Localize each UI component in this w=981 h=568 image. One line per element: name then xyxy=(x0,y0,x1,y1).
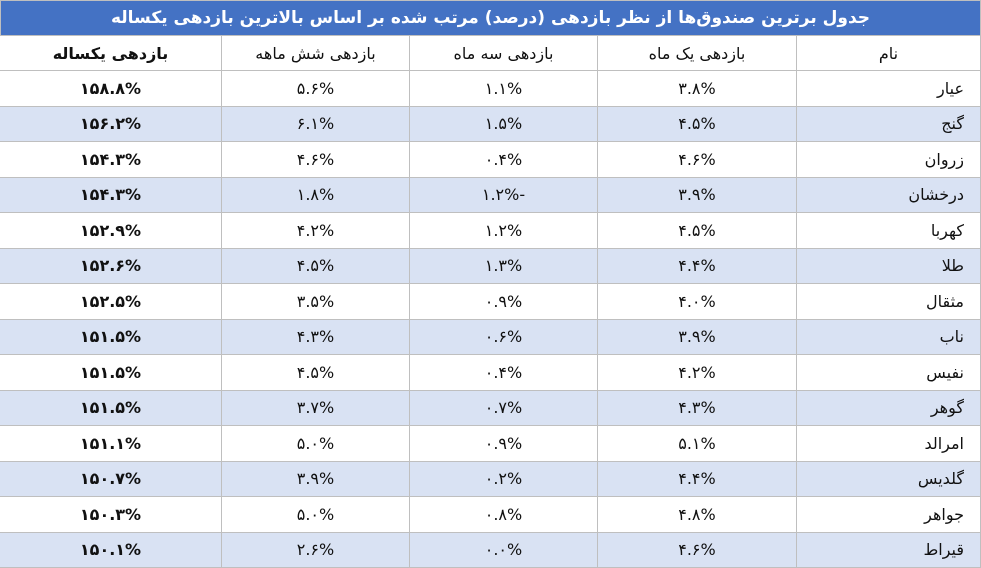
return-cell: ۳.۸% xyxy=(597,70,797,107)
return-cell: ۳.۹% xyxy=(597,318,797,355)
return-cell: ۰.۲% xyxy=(409,460,598,497)
header-cell: بازدهی یک ماه xyxy=(597,35,797,71)
return-cell: ۱.۵% xyxy=(409,105,598,142)
return-cell: ۱۵۱.۵% xyxy=(0,354,222,391)
return-cell: ۳.۹% xyxy=(221,460,410,497)
fund-name: گلدیس xyxy=(796,460,981,497)
fund-name: کهربا xyxy=(796,212,981,249)
return-cell: ۱۵۴.۳% xyxy=(0,141,222,178)
return-cell: ۴.۸% xyxy=(597,496,797,533)
return-cell: ۳.۷% xyxy=(221,389,410,426)
return-cell: ۱۵۰.۷% xyxy=(0,460,222,497)
returns-table: نام بازدهی یک ماه بازدهی سه ماه بازدهی شش م… xyxy=(0,35,981,568)
return-cell: ۴.۰% xyxy=(597,283,797,320)
table-row: عیار ۳.۸% ۱.۱% ۵.۶% ۱۵۸.۸% xyxy=(0,70,981,107)
table-row: گنج ۴.۵% ۱.۵% ۶.۱% ۱۵۶.۲% xyxy=(0,105,981,142)
fund-name: طلا xyxy=(796,247,981,284)
return-cell: ۴.۵% xyxy=(221,354,410,391)
header-cell: بازدهی یکساله xyxy=(0,35,222,71)
return-cell: ۴.۴% xyxy=(597,460,797,497)
return-cell: ۱۵۲.۹% xyxy=(0,212,222,249)
return-cell: ۱۵۴.۳% xyxy=(0,176,222,213)
return-cell: ۴.۳% xyxy=(221,318,410,355)
fund-name: گوهر xyxy=(796,389,981,426)
fund-name: عیار xyxy=(796,70,981,107)
return-cell: ۱.۱% xyxy=(409,70,598,107)
return-cell: ۴.۳% xyxy=(597,389,797,426)
header-cell: نام xyxy=(796,35,981,71)
return-cell: ۲.۶% xyxy=(221,531,410,568)
return-cell: ۵.۱% xyxy=(597,425,797,462)
return-cell: ۱۵۱.۵% xyxy=(0,318,222,355)
header-row: نام بازدهی یک ماه بازدهی سه ماه بازدهی شش م… xyxy=(0,35,981,71)
table-head: نام بازدهی یک ماه بازدهی سه ماه بازدهی شش م… xyxy=(0,35,981,71)
table-row: طلا ۴.۴% ۱.۳% ۴.۵% ۱۵۲.۶% xyxy=(0,247,981,284)
return-cell: ۵.۶% xyxy=(221,70,410,107)
return-cell: ۱۵۰.۱% xyxy=(0,531,222,568)
return-cell: ۴.۲% xyxy=(597,354,797,391)
return-cell: ۰.۴% xyxy=(409,354,598,391)
return-cell: ۱۵۱.۵% xyxy=(0,389,222,426)
return-cell: ۴.۴% xyxy=(597,247,797,284)
return-cell: ۱.۲% xyxy=(409,212,598,249)
table-title: جدول برترین صندوق‌ها از نظر بازدهی (درصد… xyxy=(0,0,981,35)
return-cell: ۴.۵% xyxy=(597,105,797,142)
return-cell: ۵.۰% xyxy=(221,425,410,462)
fund-name: گنج xyxy=(796,105,981,142)
return-cell: ۱.۸% xyxy=(221,176,410,213)
return-cell: ۳.۹% xyxy=(597,176,797,213)
table-row: زروان ۴.۶% ۰.۴% ۴.۶% ۱۵۴.۳% xyxy=(0,141,981,178)
table-row: نفیس ۴.۲% ۰.۴% ۴.۵% ۱۵۱.۵% xyxy=(0,354,981,391)
return-cell: ۱۵۶.۲% xyxy=(0,105,222,142)
return-cell: ۱۵۰.۳% xyxy=(0,496,222,533)
return-cell: ۱.۳% xyxy=(409,247,598,284)
return-cell: ۱۵۲.۶% xyxy=(0,247,222,284)
fund-name: قیراط xyxy=(796,531,981,568)
return-cell: ۵.۰% xyxy=(221,496,410,533)
return-cell: ۱۵۲.۵% xyxy=(0,283,222,320)
table-row: قیراط ۴.۶% ۰.۰% ۲.۶% ۱۵۰.۱% xyxy=(0,531,981,568)
return-cell: ۶.۱% xyxy=(221,105,410,142)
table-row: گلدیس ۴.۴% ۰.۲% ۳.۹% ۱۵۰.۷% xyxy=(0,460,981,497)
table-row: گوهر ۴.۳% ۰.۷% ۳.۷% ۱۵۱.۵% xyxy=(0,389,981,426)
return-cell: ۴.۶% xyxy=(597,141,797,178)
return-cell: ۴.۶% xyxy=(221,141,410,178)
return-cell: ۰.۸% xyxy=(409,496,598,533)
return-cell: ۴.۶% xyxy=(597,531,797,568)
header-cell: بازدهی سه ماه xyxy=(409,35,598,71)
table-row: درخشان ۳.۹% -۱.۲% ۱.۸% ۱۵۴.۳% xyxy=(0,176,981,213)
table-row: امرالد ۵.۱% ۰.۹% ۵.۰% ۱۵۱.۱% xyxy=(0,425,981,462)
return-cell: ۴.۲% xyxy=(221,212,410,249)
return-cell: ۱۵۱.۱% xyxy=(0,425,222,462)
table-row: مثقال ۴.۰% ۰.۹% ۳.۵% ۱۵۲.۵% xyxy=(0,283,981,320)
fund-name: امرالد xyxy=(796,425,981,462)
header-cell: بازدهی شش ماهه xyxy=(221,35,410,71)
return-cell: ۴.۵% xyxy=(597,212,797,249)
return-cell: ۳.۵% xyxy=(221,283,410,320)
fund-name: ناب xyxy=(796,318,981,355)
return-cell: ۰.۹% xyxy=(409,283,598,320)
return-cell: ۰.۴% xyxy=(409,141,598,178)
return-cell: -۱.۲% xyxy=(409,176,598,213)
return-cell: ۰.۰% xyxy=(409,531,598,568)
table-row: ناب ۳.۹% ۰.۶% ۴.۳% ۱۵۱.۵% xyxy=(0,318,981,355)
return-cell: ۴.۵% xyxy=(221,247,410,284)
return-cell: ۰.۷% xyxy=(409,389,598,426)
return-cell: ۰.۹% xyxy=(409,425,598,462)
fund-name: جواهر xyxy=(796,496,981,533)
fund-name: زروان xyxy=(796,141,981,178)
fund-name: نفیس xyxy=(796,354,981,391)
table-row: جواهر ۴.۸% ۰.۸% ۵.۰% ۱۵۰.۳% xyxy=(0,496,981,533)
table-body: عیار ۳.۸% ۱.۱% ۵.۶% ۱۵۸.۸% گنج ۴.۵% ۱.۵% ۶.۱% ۱۵۶… xyxy=(0,70,981,568)
return-cell: ۰.۶% xyxy=(409,318,598,355)
fund-name: مثقال xyxy=(796,283,981,320)
fund-name: درخشان xyxy=(796,176,981,213)
table-row: کهربا ۴.۵% ۱.۲% ۴.۲% ۱۵۲.۹% xyxy=(0,212,981,249)
return-cell: ۱۵۸.۸% xyxy=(0,70,222,107)
